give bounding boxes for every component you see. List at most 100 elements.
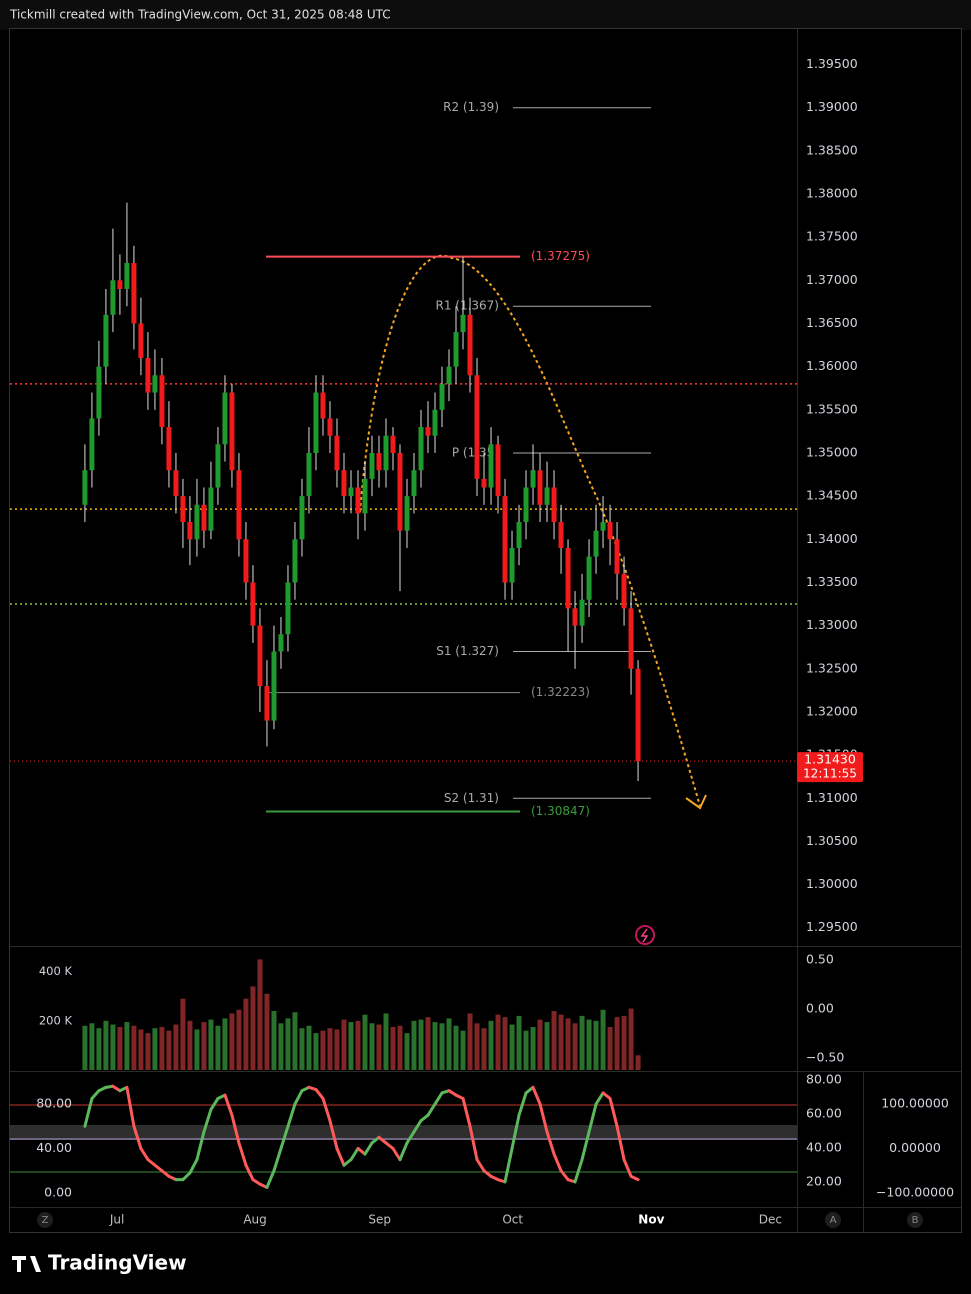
candle-body — [376, 452, 382, 471]
candle-body — [278, 634, 284, 652]
volume-bar — [362, 1014, 368, 1070]
candle-body — [509, 547, 515, 583]
volume-bar — [138, 1029, 144, 1070]
logo-text: TradingView — [48, 1251, 187, 1275]
osc-segment — [622, 1158, 633, 1178]
volume-bar — [82, 1025, 88, 1070]
candle-body — [292, 539, 298, 583]
osc-segment — [426, 1102, 437, 1117]
osc-segment — [181, 1171, 192, 1182]
osc-tick-label: 40.00 — [36, 1140, 72, 1155]
candle-body — [285, 582, 291, 635]
volume-bar — [222, 1018, 228, 1070]
volume-bar — [327, 1028, 333, 1070]
candle-body — [369, 452, 375, 479]
candle-body — [124, 263, 130, 289]
candle-body — [411, 470, 417, 497]
axis-button-label[interactable]: A — [830, 1215, 837, 1226]
y-tick-label: 1.31000 — [806, 790, 858, 805]
volume-bar — [495, 1014, 501, 1070]
candle-body — [341, 470, 347, 497]
osc-segment — [629, 1174, 640, 1182]
volume-bar — [145, 1033, 151, 1070]
osc-segment — [286, 1102, 297, 1128]
volume-bar — [544, 1022, 550, 1070]
volume-bar — [369, 1023, 375, 1070]
candle-body — [502, 496, 508, 583]
countdown: 12:11:55 — [803, 767, 857, 781]
volume-bar — [299, 1028, 305, 1070]
candle-body — [306, 452, 312, 497]
axis-button-label[interactable]: B — [912, 1215, 919, 1226]
volume-tick-label: 400 K — [39, 964, 73, 978]
candle-body — [313, 392, 319, 453]
volume-bar — [208, 1019, 214, 1070]
event-bolt — [640, 928, 649, 943]
y-tick-label: 1.37000 — [806, 272, 858, 287]
projection-arc — [359, 254, 701, 807]
candle-body — [180, 496, 186, 523]
candle-body — [537, 470, 543, 505]
volume-bar — [558, 1014, 564, 1070]
x-tick-label: Oct — [502, 1213, 523, 1227]
volume-tick-label: 200 K — [39, 1013, 73, 1027]
osc-segment — [412, 1119, 423, 1134]
candle-body — [334, 435, 340, 471]
y-tick-label: 1.33500 — [806, 574, 858, 589]
osc-segment — [223, 1093, 234, 1117]
volume-bar — [383, 1013, 389, 1070]
osc-segment — [237, 1141, 248, 1167]
volume-bar — [159, 1026, 165, 1070]
candle-body — [152, 375, 158, 393]
volume-bar — [180, 998, 186, 1070]
volume-bar — [530, 1026, 536, 1070]
y-tick-label: 1.37500 — [806, 229, 858, 244]
volume-bar — [278, 1023, 284, 1070]
osc-segment — [559, 1169, 570, 1182]
osc-segment — [244, 1163, 255, 1182]
osc-segment — [293, 1089, 304, 1106]
candle-body — [488, 444, 494, 488]
y-tick-label: 1.36000 — [806, 358, 858, 373]
osc-segment — [349, 1147, 360, 1162]
logo-mark — [12, 1256, 41, 1272]
volume-bar — [446, 1018, 452, 1070]
osc-segment — [125, 1085, 136, 1128]
event-icon[interactable] — [635, 925, 655, 945]
axis-button — [907, 1212, 923, 1228]
y-tick-label: 1.35500 — [806, 401, 858, 416]
y-tick-label: 1.32000 — [806, 703, 858, 718]
osc-segment — [230, 1113, 241, 1145]
y-tick-label: 1.34000 — [806, 531, 858, 546]
y-tick-label: 1.34500 — [806, 488, 858, 503]
candle-body — [166, 427, 172, 471]
candle-body — [229, 392, 235, 471]
osc-segment — [405, 1130, 416, 1145]
volume-bar — [89, 1023, 95, 1070]
osc-segment — [321, 1096, 332, 1123]
osc-segment — [545, 1130, 556, 1156]
volume-bar — [460, 1030, 466, 1070]
candle-body — [320, 392, 326, 419]
osc-segment — [139, 1147, 150, 1162]
volume-bar — [117, 1026, 123, 1070]
volume-bar — [397, 1025, 403, 1070]
pivot-label: S2 (1.31) — [444, 791, 499, 805]
osc-y3-tick-label: 100.00000 — [881, 1095, 949, 1110]
osc-segment — [594, 1091, 605, 1106]
candle-body — [208, 487, 214, 531]
y-tick-label: 1.35000 — [806, 444, 858, 459]
candle-body — [145, 358, 151, 393]
candle-body — [593, 530, 599, 557]
candle-body — [82, 470, 88, 505]
y-tick-label: 1.33000 — [806, 617, 858, 632]
header: Tickmill created with TradingView.com, O… — [9, 8, 391, 22]
axis-button-label[interactable]: Z — [42, 1215, 49, 1226]
candle-body — [110, 280, 116, 315]
volume-bar — [481, 1028, 487, 1070]
osc-segment — [279, 1124, 290, 1151]
osc-segment — [615, 1124, 626, 1162]
top-bar — [0, 0, 971, 30]
osc-segment — [328, 1119, 339, 1151]
level-label: (1.32223) — [531, 685, 590, 699]
